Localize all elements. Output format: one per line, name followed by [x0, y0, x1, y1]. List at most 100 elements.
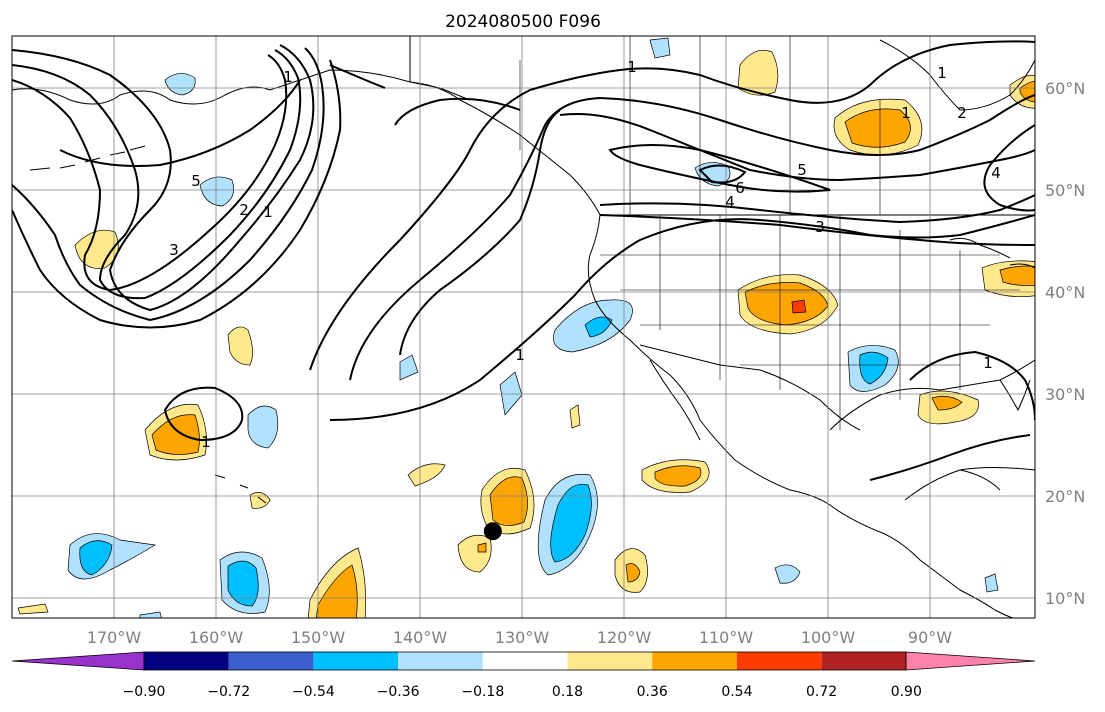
shade-light-blue	[164, 73, 196, 96]
shade-yellow	[569, 404, 581, 429]
map-frame	[11, 35, 1036, 619]
contour-line	[59, 79, 301, 167]
border-provinces	[519, 36, 881, 215]
lon-tick-label: 110°W	[699, 628, 754, 647]
lat-tick-label: 60°N	[1045, 79, 1085, 98]
colorbar-tick-label: 0.72	[806, 684, 837, 700]
shade-light-blue	[774, 564, 801, 584]
shade-orange	[999, 265, 1035, 286]
shade-yellow	[17, 603, 49, 615]
shade-sky-blue	[584, 316, 613, 338]
contour-label: 1	[263, 203, 273, 221]
colorbar-tick-label: −0.54	[292, 684, 335, 700]
contour-line	[12, 59, 342, 329]
coastline-aleutians	[29, 145, 146, 171]
contour-label: 1	[515, 346, 525, 364]
coastline-florida	[999, 379, 1031, 412]
shade-light-blue	[247, 405, 279, 449]
shaded-field	[17, 37, 1035, 618]
contour-label: 1	[937, 64, 947, 82]
contour-label: 3	[815, 218, 825, 236]
contour-line	[869, 434, 1031, 481]
lat-tick-label: 50°N	[1045, 181, 1085, 200]
lon-tick-label: 100°W	[801, 628, 856, 647]
contour-line	[608, 144, 831, 193]
contour-lines	[12, 40, 1035, 481]
contour-label: 5	[797, 161, 807, 179]
contour-line	[599, 214, 1035, 246]
shade-light-blue	[399, 354, 419, 381]
coastlines-borders	[12, 36, 1035, 618]
colorbar-extend-low	[11, 651, 145, 671]
contour-label: 3	[169, 241, 179, 259]
island-hawaii	[214, 474, 267, 504]
contour-label: 4	[991, 164, 1001, 182]
contour-line	[909, 350, 1035, 421]
map-title: 2024080500 F096	[445, 12, 601, 32]
colorbar-bin	[228, 652, 314, 670]
contour-line	[599, 194, 1035, 224]
shade-sky-blue	[859, 351, 889, 385]
lat-tick-label: 20°N	[1045, 487, 1085, 506]
gridlines	[12, 36, 1035, 618]
colorbar-tick-label: 0.18	[552, 684, 583, 700]
lon-tick-label: 160°W	[189, 628, 244, 647]
contour-line	[698, 164, 747, 184]
colorbar-bin	[821, 652, 907, 670]
shade-light-blue	[649, 37, 671, 59]
colorbar-bin	[736, 652, 822, 670]
coastline-caribbean	[959, 467, 1035, 471]
contour-line	[983, 124, 1035, 212]
contour-label: 1	[901, 104, 911, 122]
contour-line	[329, 64, 386, 89]
contour-label: 4	[725, 193, 735, 211]
border-alaska-canada	[409, 36, 471, 101]
coastline-hudson	[879, 39, 1035, 111]
shade-orange	[625, 563, 641, 583]
coastline-alaska	[12, 69, 601, 216]
contour-label: 2	[957, 104, 967, 122]
lon-tick-label: 90°W	[908, 628, 952, 647]
shade-orange	[477, 542, 487, 553]
shade-yellow	[227, 326, 253, 366]
colorbar-tick-label: −0.72	[207, 684, 250, 700]
lon-tick-label: 120°W	[597, 628, 652, 647]
colorbar-tick-label: −0.18	[461, 684, 504, 700]
colorbar-outline	[143, 651, 907, 671]
contour-label: 1	[627, 58, 637, 76]
colorbar-tick-label: 0.90	[891, 684, 922, 700]
lon-tick-label: 150°W	[291, 628, 346, 647]
contour-line	[394, 97, 521, 126]
coastline-baja	[649, 359, 701, 441]
colorbar-bin	[482, 652, 568, 670]
shade-yellow	[407, 463, 446, 487]
shade-light-blue	[139, 611, 162, 618]
contour-line	[12, 44, 315, 312]
shade-yellow	[737, 49, 779, 96]
contour-label: 2	[239, 201, 249, 219]
contour-line	[163, 386, 244, 442]
colorbar-tick-label: 0.54	[721, 684, 752, 700]
contour-label: 1	[201, 433, 211, 451]
shade-light-blue	[984, 573, 999, 593]
shade-sky-blue	[227, 560, 259, 607]
shade-orange	[489, 476, 528, 526]
shade-orange	[315, 564, 358, 618]
contour-line	[559, 113, 1035, 182]
lon-axis: 170°W 160°W 150°W 140°W 130°W 120°W 110°…	[87, 628, 952, 647]
colorbar-bin	[313, 652, 399, 670]
colorbar-bin	[144, 652, 229, 670]
contour-label: 6	[735, 179, 745, 197]
contour-labels: 1 5 2 1 3 1 1 1 1 4 5 6 3 2 4 1 1	[169, 58, 1001, 451]
lat-tick-label: 10°N	[1045, 589, 1085, 608]
coastline-west	[587, 214, 1015, 618]
colorbar-tick-label: −0.36	[377, 684, 420, 700]
border-states	[600, 215, 1020, 430]
contour-label: 1	[983, 354, 993, 372]
shade-red	[791, 299, 807, 314]
colorbar-tick-label: −0.90	[123, 684, 166, 700]
colorbar-bin	[398, 652, 483, 670]
contour-line	[309, 40, 1035, 371]
contour-label: 1	[283, 68, 293, 86]
lat-tick-label: 40°N	[1045, 283, 1085, 302]
